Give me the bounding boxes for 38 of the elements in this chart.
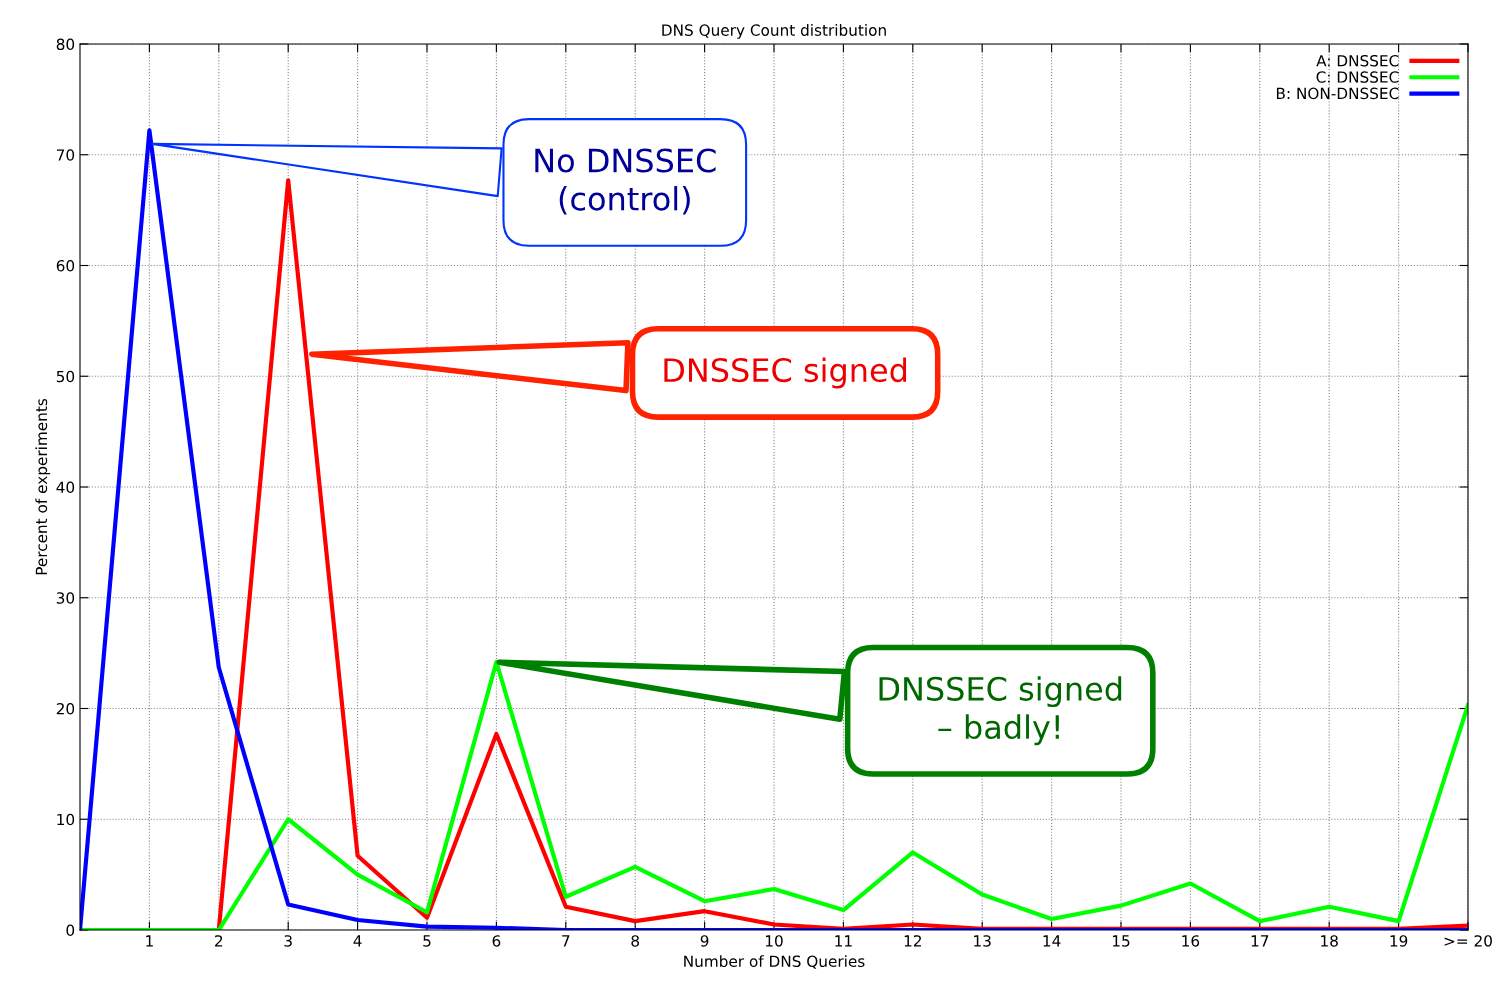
y-axis-title: Percent of experiments: [35, 398, 51, 575]
y-tick-label: 80: [56, 38, 75, 51]
x-tick-label: 12: [904, 935, 921, 947]
x-tick-label: >= 20: [1444, 935, 1492, 947]
x-axis-title: Number of DNS Queries: [684, 955, 865, 969]
x-tick-label: 4: [353, 935, 362, 947]
y-tick-label: 20: [56, 702, 75, 715]
x-tick-label: 10: [765, 935, 783, 947]
legend-label: C: DNSSEC: [1316, 71, 1399, 83]
legend-label: A: DNSSEC: [1316, 54, 1399, 67]
y-tick-label: 50: [56, 370, 75, 383]
y-tick-label: 30: [56, 592, 75, 604]
x-tick-label: 8: [631, 935, 640, 947]
annotation: No DNSSEC (control): [535, 148, 716, 215]
annotation: DNSSEC signed: [664, 357, 907, 389]
x-tick-label: 2: [215, 935, 223, 947]
y-tick-label: 0: [66, 924, 75, 937]
x-tick-label: 3: [284, 935, 292, 947]
x-tick-label: 14: [1043, 935, 1061, 947]
x-tick-label: 6: [492, 935, 501, 947]
y-tick-label: 10: [57, 813, 75, 826]
x-tick-label: 18: [1321, 935, 1338, 947]
legend-label: B: NON-DNSSEC: [1276, 87, 1399, 100]
annotation: DNSSEC signed – badly!: [879, 676, 1122, 746]
chart-title: DNS Query Count distribution: [662, 24, 886, 39]
y-tick-label: 60: [56, 259, 75, 272]
x-tick-label: 5: [423, 935, 431, 947]
x-tick-label: 9: [700, 935, 709, 947]
x-tick-label: 7: [562, 935, 570, 947]
y-tick-label: 40: [56, 481, 75, 494]
x-tick-label: 17: [1251, 935, 1269, 947]
x-tick-label: 1: [146, 935, 153, 947]
x-tick-label: 19: [1390, 935, 1408, 947]
x-tick-label: 13: [974, 935, 991, 947]
x-tick-label: 15: [1112, 935, 1130, 947]
x-tick-label: 11: [835, 935, 852, 947]
y-tick-label: 70: [56, 149, 75, 161]
x-tick-label: 16: [1182, 935, 1200, 947]
